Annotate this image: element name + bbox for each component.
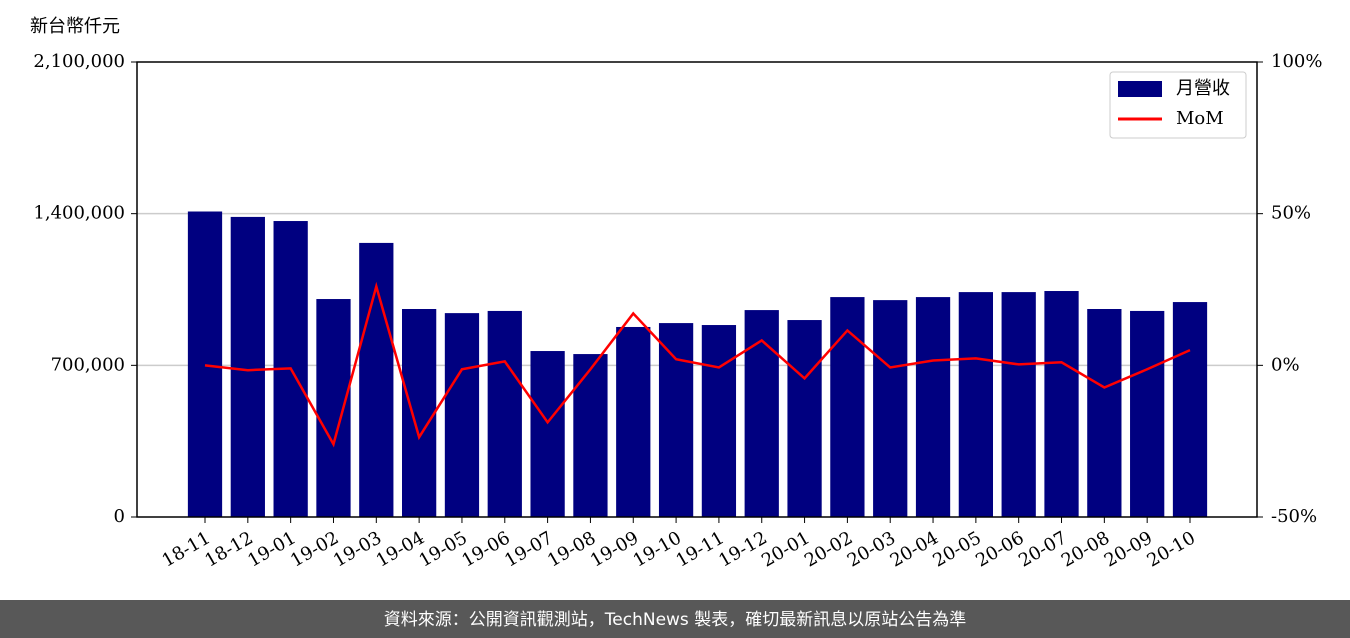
bar [744, 310, 779, 517]
y-axis-label: 新台幣仟元 [30, 16, 120, 37]
x-tick-label: 19-09 [587, 527, 642, 571]
legend-label: MoM [1176, 108, 1224, 129]
y-tick-label: 700,000 [51, 354, 125, 375]
footer-text: 資料來源：公開資訊觀測站，TechNews 製表，確切最新訊息以原站公告為準 [384, 610, 966, 630]
x-tick-label: 19-06 [458, 527, 513, 571]
y-tick-label: 0 [114, 506, 125, 527]
x-tick-label: 19-03 [330, 527, 385, 571]
x-tick-label: 19-12 [715, 527, 770, 571]
bar [616, 326, 651, 517]
x-tick-label: 19-10 [630, 527, 685, 571]
x-tick-label: 20-03 [844, 527, 899, 571]
x-tick-label: 20-02 [801, 527, 856, 571]
bar [316, 299, 351, 517]
y2-tick-label: 0% [1271, 354, 1300, 375]
bar [1172, 302, 1208, 517]
y2-tick-label: 100% [1271, 51, 1322, 72]
x-tick-label: 19-08 [544, 527, 599, 571]
x-tick-label: 19-02 [287, 527, 342, 571]
plot-frame [136, 61, 1258, 518]
legend-swatch [1118, 81, 1162, 97]
x-tick-label: 20-08 [1058, 527, 1113, 571]
bar [1130, 310, 1165, 517]
x-tick-label: 18-12 [201, 527, 256, 571]
bar [530, 351, 565, 517]
y-tick-label: 2,100,000 [33, 51, 125, 72]
x-tick-label: 19-04 [373, 527, 428, 571]
x-tick-label: 20-10 [1144, 527, 1199, 571]
bar [487, 310, 522, 517]
x-tick-label: 19-11 [672, 527, 727, 571]
bar [1044, 291, 1079, 517]
bar [830, 297, 865, 517]
bar [701, 325, 737, 517]
bar [787, 320, 822, 517]
x-tick-label: 20-09 [1101, 527, 1156, 571]
x-tick-label: 20-07 [1015, 527, 1070, 571]
legend-label: 月營收 [1176, 78, 1230, 99]
x-tick-label: 20-04 [887, 527, 942, 571]
bar [958, 292, 993, 517]
bar [187, 211, 223, 517]
y2-tick-label: 50% [1271, 203, 1311, 224]
x-tick-label: 18-11 [159, 527, 214, 571]
x-tick-label: 20-06 [972, 527, 1027, 571]
bar [444, 313, 480, 517]
x-tick-label: 19-05 [416, 527, 471, 571]
bar [915, 297, 951, 517]
x-tick-label: 20-01 [758, 527, 813, 571]
x-tick-label: 19-07 [501, 527, 556, 571]
bar [658, 323, 694, 517]
bar [873, 300, 908, 517]
bar [230, 216, 265, 517]
y2-tick-label: -50% [1271, 506, 1317, 527]
bar [573, 354, 608, 517]
footer-bar [0, 600, 1350, 638]
y-tick-label: 1,400,000 [33, 203, 125, 224]
line [204, 281, 1191, 448]
x-tick-label: 19-01 [244, 527, 299, 571]
bar [1001, 292, 1036, 517]
bar [1087, 309, 1122, 517]
x-tick-label: 20-05 [929, 527, 984, 571]
bar [402, 309, 437, 517]
